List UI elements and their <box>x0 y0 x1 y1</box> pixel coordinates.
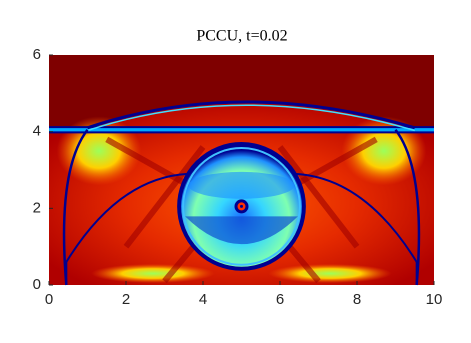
bubble-lower <box>185 216 298 245</box>
field-image <box>49 55 434 286</box>
bubble-rim <box>182 147 301 266</box>
x-tick-label: 2 <box>122 291 130 308</box>
x-tick-label: 4 <box>199 291 207 308</box>
field-patch <box>268 263 392 284</box>
bubble-band <box>188 171 295 199</box>
field-streak <box>123 145 206 249</box>
upper-shock <box>87 100 416 130</box>
bubble-core <box>240 204 243 208</box>
interface-band <box>49 127 434 133</box>
y-tick-label: 0 <box>33 276 41 293</box>
field-patch <box>56 116 142 186</box>
side-arc <box>65 172 188 263</box>
side-arc <box>295 172 418 263</box>
field-streak <box>277 145 360 249</box>
y-tick-label: 2 <box>33 199 41 216</box>
x-tick-label: 8 <box>353 291 361 308</box>
field-streak <box>286 136 378 192</box>
chart-title: PCCU, t=0.02 <box>196 28 287 45</box>
y-tick-label: 4 <box>33 123 41 140</box>
x-tick-label: 6 <box>276 291 284 308</box>
upper-shock <box>87 104 415 132</box>
field-patch <box>91 263 215 284</box>
x-tick-label: 10 <box>426 291 443 308</box>
side-arc <box>394 128 421 286</box>
field-patch <box>341 116 427 186</box>
x-tick-label: 0 <box>45 291 53 308</box>
y-tick-label: 6 <box>33 46 41 63</box>
field-streak <box>105 136 197 192</box>
side-arc <box>62 128 89 286</box>
